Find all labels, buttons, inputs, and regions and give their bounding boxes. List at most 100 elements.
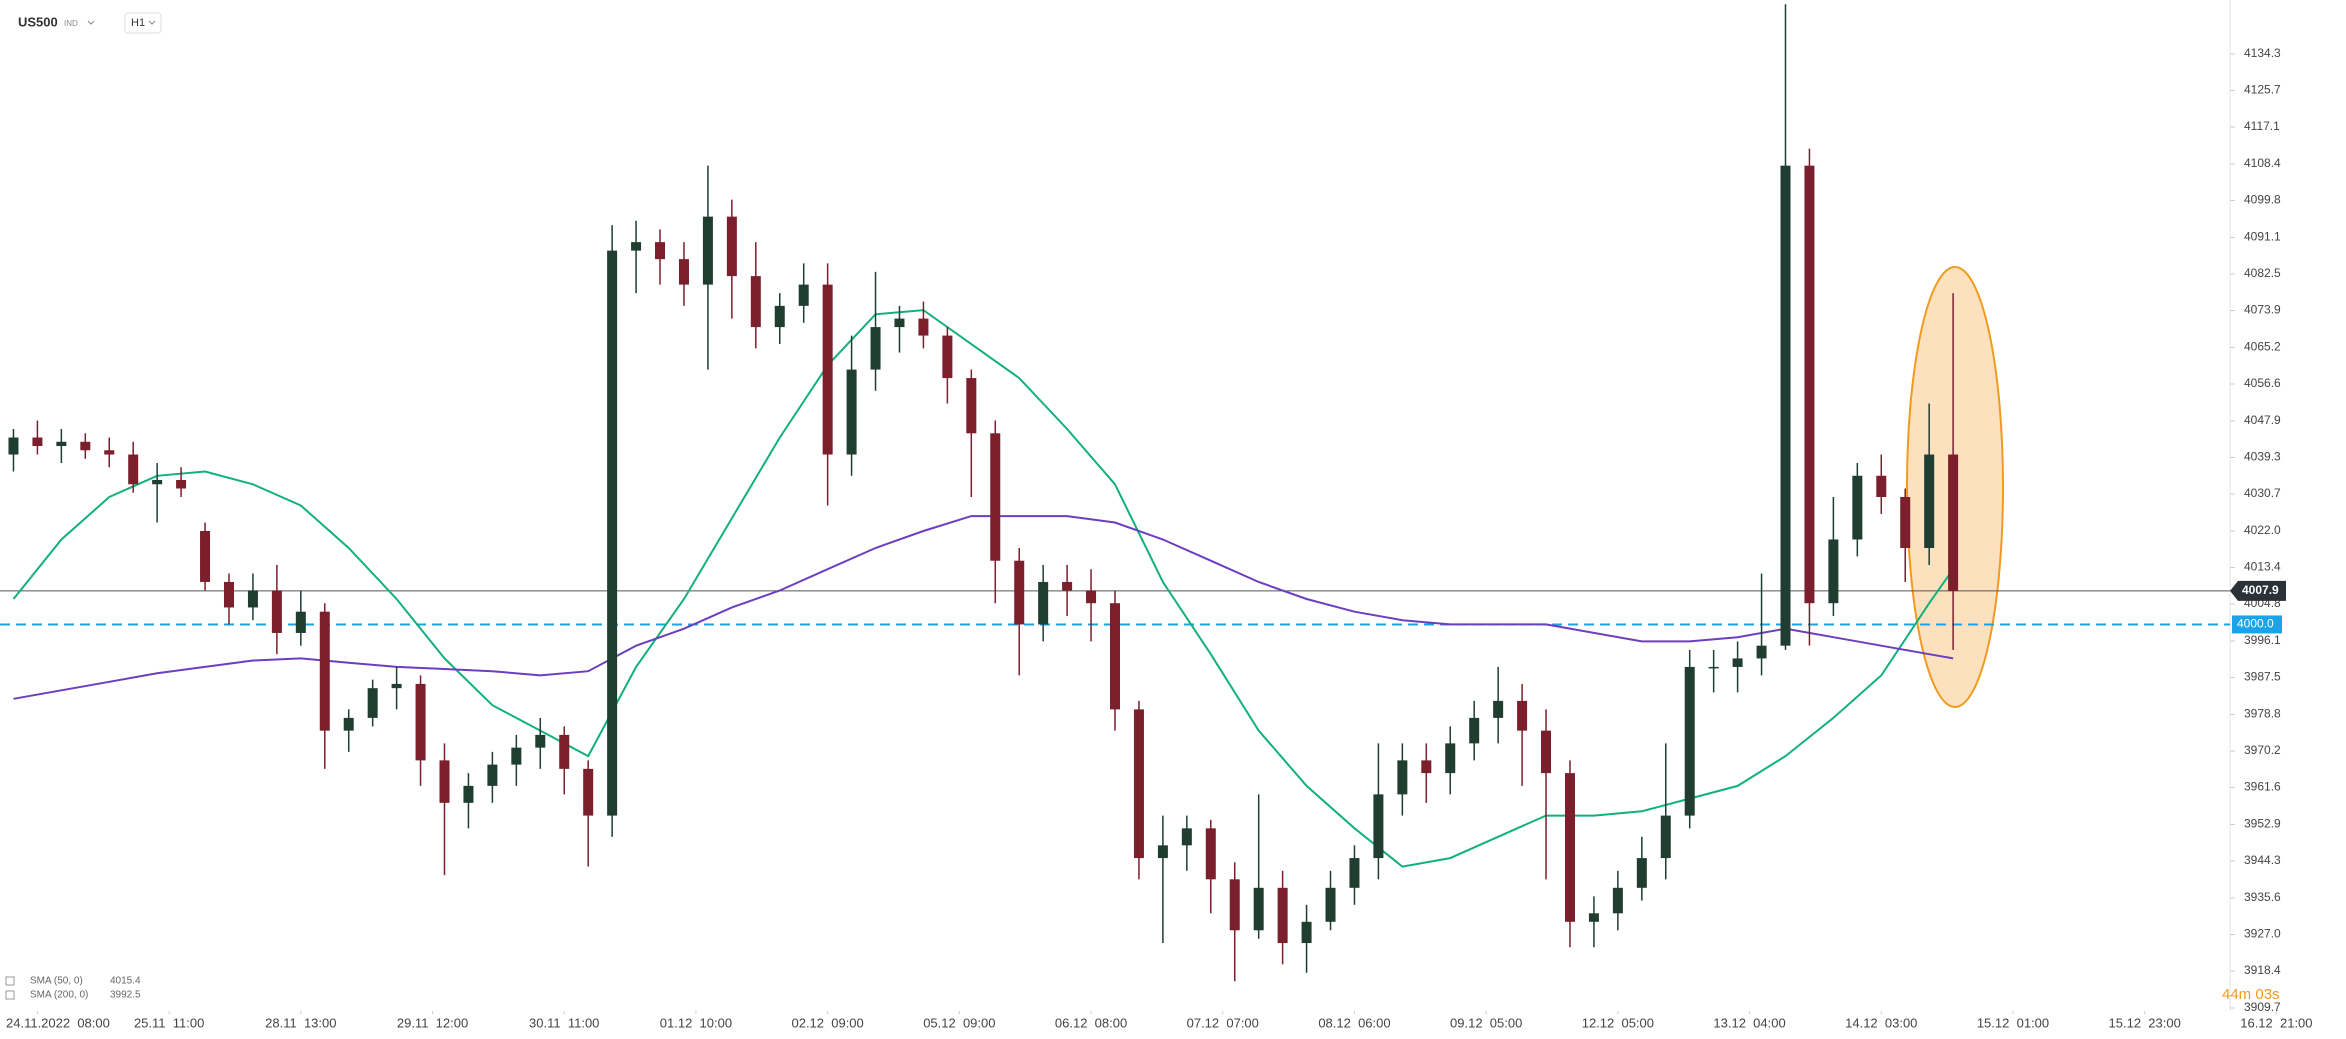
sma-line [12,309,1954,868]
x-tick-label: 01.12 10:00 [660,1015,732,1030]
x-tick-label: 25.11 11:00 [134,1015,204,1030]
x-tick-label: 12.12 05:00 [1582,1015,1654,1030]
candle-body [1876,475,1887,498]
candle-body [391,683,402,689]
candle-body [1493,700,1504,718]
y-tick-label: 3918.4 [2244,963,2281,977]
candle-body [1636,858,1647,888]
x-tick-label: 28.11 13:00 [265,1015,336,1030]
instrument-class: IND [64,19,78,28]
legend-value: 3992.5 [110,990,141,1001]
y-tick-label: 3996.1 [2244,633,2281,647]
candle-body [1373,794,1384,859]
y-tick-label: 4056.6 [2244,376,2281,390]
candle-body [1253,887,1264,931]
symbol-dropdown[interactable] [87,20,95,25]
y-tick-label: 4099.8 [2244,193,2281,207]
y-tick-label: 4039.3 [2244,450,2281,464]
x-tick-label: 29.11 12:00 [397,1015,468,1030]
candle-body [511,747,522,765]
candle-timer: 44m 03s [2222,986,2280,1003]
candle-body [463,785,474,803]
candle-body [1469,717,1480,744]
y-tick-label: 4073.9 [2244,303,2281,317]
legend-name: SMA (200, 0) [30,990,88,1001]
candle-body [774,305,785,328]
y-tick-label: 4030.7 [2244,486,2281,500]
candle-body [271,590,282,633]
candle-body [1086,590,1097,604]
y-tick-label: 4013.4 [2244,560,2281,574]
y-tick-label: 4117.1 [2244,119,2280,133]
candle-body [870,327,881,370]
candle-body [1181,828,1192,846]
candle-body [1397,760,1408,795]
candle-body [1684,666,1695,816]
y-tick-label: 3970.2 [2244,743,2281,757]
candle-body [1349,858,1360,888]
x-tick-label: 30.11 11:00 [529,1015,599,1030]
y-tick-label: 4134.3 [2244,46,2281,60]
candle-body [1421,760,1432,774]
candle-body [1660,815,1671,859]
candle-body [846,369,857,455]
timeframe-button[interactable] [124,12,162,34]
x-tick-label: 02.12 09:00 [791,1015,863,1030]
x-tick-label: 09.12 05:00 [1450,1015,1522,1030]
legend-icon [5,990,15,1000]
candle-body [223,581,234,608]
x-tick-label: 13.12 04:00 [1713,1015,1785,1030]
candle-body [104,450,115,455]
candle-body [295,611,306,633]
candle-body [1062,581,1073,591]
level-label: 4000.0 [2237,617,2274,631]
candle-body [990,433,1001,561]
candle-body [247,590,258,608]
candle-body [319,611,330,731]
candle-body [32,437,43,447]
candle-body [726,216,737,277]
candle-body [607,250,618,816]
candle-body [1325,887,1336,922]
candle-body [655,242,666,260]
x-tick-label: 06.12 08:00 [1055,1015,1127,1030]
y-tick-label: 3987.5 [2244,670,2281,684]
candle-body [1588,913,1599,922]
candle-body [1445,743,1456,774]
candle-body [918,318,929,336]
candle-body [1229,879,1240,931]
legend-value: 4015.4 [110,976,141,987]
current-price-box [2230,580,2286,601]
candle-body [966,378,977,434]
y-tick-label: 3935.6 [2244,890,2281,904]
candle-body [1517,700,1528,731]
y-tick-label: 3944.3 [2244,853,2281,867]
x-tick-label: 15.12 01:00 [1977,1015,2049,1030]
y-tick-label: 3961.6 [2244,780,2281,794]
y-tick-label: 3909.7 [2244,1000,2281,1014]
y-tick-label: 4125.7 [2244,83,2281,97]
y-tick-label: 4065.2 [2244,340,2281,354]
candle-body [750,276,761,328]
timeframe[interactable]: H1 [131,17,145,29]
candle-body [415,683,426,761]
x-tick-label: 14.12 03:00 [1845,1015,1917,1030]
candle-body [1205,828,1216,880]
candle-body [56,441,67,447]
candle-body [1157,845,1168,859]
x-tick-label: 24.11.2022 08:00 [6,1015,110,1030]
candle-body [583,768,594,816]
candle-body [1804,165,1815,604]
level-label-box [2232,615,2282,634]
timeframe-dropdown[interactable] [148,20,156,25]
symbol[interactable]: US500 [18,14,58,29]
candle-body [1133,709,1144,859]
candle-body [1541,730,1552,774]
candle-body [487,764,498,786]
candle-body [1828,539,1839,604]
candle-body [1732,658,1743,667]
candle-body [942,335,953,379]
candle-body [1924,454,1935,548]
candle-body [1708,666,1719,669]
candle-body [176,480,187,489]
